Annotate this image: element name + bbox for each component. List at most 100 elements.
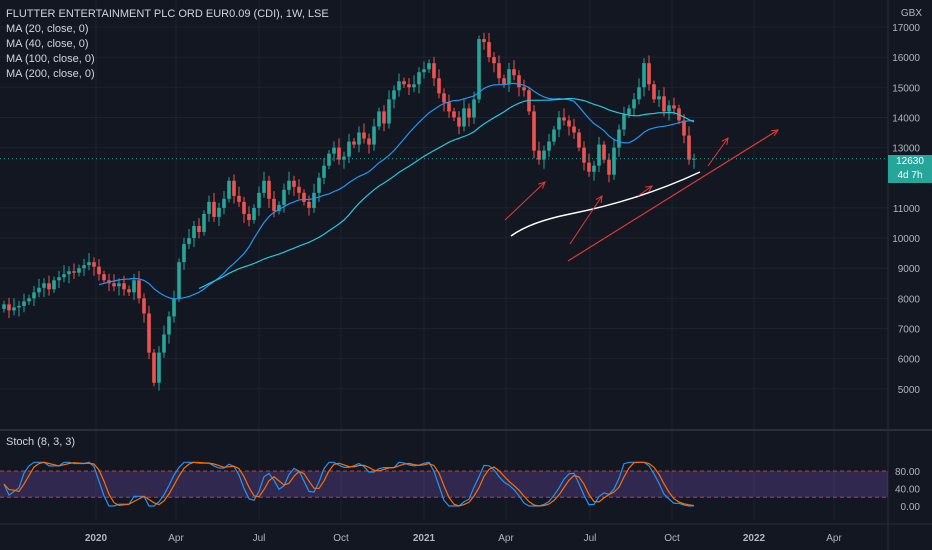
candle-body xyxy=(177,262,181,299)
candle-body xyxy=(102,274,106,281)
candle-body xyxy=(22,301,26,306)
time-tick-label: Apr xyxy=(168,533,184,544)
last-price-tag: 12630 xyxy=(888,155,932,169)
candle-body xyxy=(422,69,426,73)
candle-body xyxy=(327,153,331,166)
candle-body xyxy=(467,108,471,118)
candle-body xyxy=(87,262,91,266)
price-tick-label: 13000 xyxy=(892,144,920,155)
candle-body xyxy=(122,283,126,290)
candle-body xyxy=(317,177,321,193)
candle-body xyxy=(537,150,541,160)
candle-body xyxy=(297,186,301,193)
arrow-head xyxy=(721,137,729,145)
candle-body xyxy=(347,141,351,157)
candle-body xyxy=(662,96,666,112)
candle-body xyxy=(202,213,206,233)
trend-arrow xyxy=(707,137,729,167)
candle-body xyxy=(657,96,661,100)
price-tick-label: 10000 xyxy=(892,234,920,245)
candle-body xyxy=(562,117,566,121)
legend-ma20[interactable]: MA (20, close, 0) xyxy=(6,23,89,35)
candle-body xyxy=(12,307,16,311)
candle-body xyxy=(2,304,6,309)
candle-body xyxy=(617,129,621,148)
legend: FLUTTER ENTERTAINMENT PLC ORD EUR0.09 (C… xyxy=(6,7,329,82)
candle-body xyxy=(522,87,526,91)
legend-ma200[interactable]: MA (200, close, 0) xyxy=(6,68,95,80)
trend-annotations xyxy=(504,129,779,262)
candle-body xyxy=(557,117,561,130)
candle-body xyxy=(192,225,196,239)
candle-body xyxy=(502,78,506,85)
candles xyxy=(2,32,696,391)
candle-body xyxy=(542,150,546,160)
ma20-line xyxy=(98,82,695,300)
candle-body xyxy=(667,105,671,112)
candle-body xyxy=(267,180,271,199)
price-tick-label: 5000 xyxy=(898,385,921,396)
moving-averages xyxy=(0,82,888,300)
candle-body xyxy=(482,39,486,43)
candle-body xyxy=(447,102,451,112)
candle-body xyxy=(692,158,696,160)
legend-ma100[interactable]: MA (100, close, 0) xyxy=(6,53,95,65)
candle-body xyxy=(412,84,416,88)
stoch-label[interactable]: Stoch (8, 3, 3) xyxy=(6,436,76,448)
candle-body xyxy=(117,283,121,287)
legend-title[interactable]: FLUTTER ENTERTAINMENT PLC ORD EUR0.09 (C… xyxy=(6,8,329,20)
candle-body xyxy=(222,198,226,208)
price-tick-label: 14000 xyxy=(892,113,920,124)
candle-body xyxy=(277,204,281,211)
time-tick-label: Jul xyxy=(253,533,266,544)
candle-body xyxy=(262,180,266,193)
legend-ma40[interactable]: MA (40, close, 0) xyxy=(6,38,89,50)
price-tick-label: 8000 xyxy=(898,294,921,305)
candle-body xyxy=(167,316,171,335)
candle-body xyxy=(132,280,136,293)
stoch-d-line xyxy=(3,461,695,507)
candle-body xyxy=(637,87,641,100)
candle-body xyxy=(352,141,356,145)
candle-body xyxy=(552,129,556,142)
arrow-head xyxy=(595,195,603,204)
candle-body xyxy=(587,162,591,172)
price-tick-label: 6000 xyxy=(898,355,921,366)
candle-body xyxy=(282,189,286,205)
time-tick-label: Apr xyxy=(826,533,842,544)
candle-body xyxy=(257,192,261,208)
candle-body xyxy=(547,141,551,151)
trend-arrow xyxy=(637,185,653,197)
candle-body xyxy=(307,201,311,208)
candle-body xyxy=(627,108,631,115)
candle-body xyxy=(217,207,221,217)
candle-body xyxy=(322,165,326,178)
candle-body xyxy=(492,57,496,64)
candle-body xyxy=(672,105,676,109)
time-tick-label: Oct xyxy=(333,533,349,544)
ma40-line xyxy=(198,97,695,290)
candle-body xyxy=(82,265,86,269)
stoch-band-fill xyxy=(0,471,888,498)
candle-body xyxy=(247,213,251,220)
candle-body xyxy=(387,99,391,124)
candle-body xyxy=(182,244,186,263)
candle-body xyxy=(382,111,386,124)
candle-body xyxy=(147,313,151,353)
candle-body xyxy=(237,195,241,202)
candle-body xyxy=(647,63,651,85)
candle-body xyxy=(682,120,686,136)
price-tick-label: 7000 xyxy=(898,325,921,336)
candle-body xyxy=(312,192,316,208)
price-tick-label: 11000 xyxy=(893,204,921,215)
candle-body xyxy=(487,42,491,58)
price-tick-label: 17000 xyxy=(892,23,920,34)
candle-body xyxy=(52,280,56,290)
candle-body xyxy=(582,147,586,163)
candle-body xyxy=(67,271,71,275)
stoch-band xyxy=(0,470,888,498)
candle-body xyxy=(62,274,66,278)
candle-body xyxy=(252,207,256,220)
